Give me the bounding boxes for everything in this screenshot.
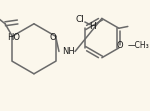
Text: O: O	[49, 33, 56, 42]
Text: Cl: Cl	[76, 15, 85, 24]
Text: O: O	[116, 41, 123, 50]
Text: NH: NH	[63, 47, 75, 56]
Text: H: H	[90, 22, 96, 31]
Text: HO: HO	[7, 33, 20, 42]
Text: —CH₃: —CH₃	[128, 41, 150, 50]
